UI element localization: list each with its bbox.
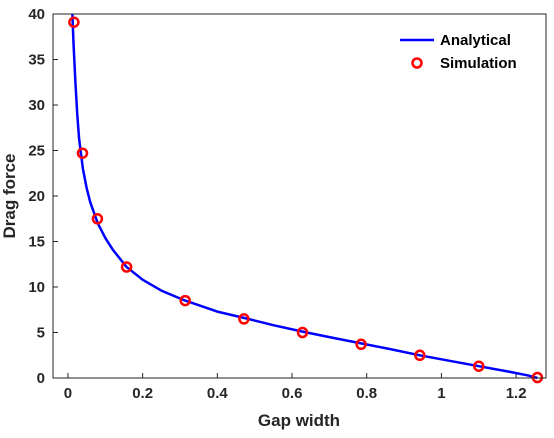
y-tick-label: 10 xyxy=(28,279,45,296)
legend-simulation-marker xyxy=(411,57,423,69)
y-axis-title: Drag force xyxy=(0,153,19,238)
legend-simulation-label: Simulation xyxy=(440,55,517,72)
x-tick-label: 1.2 xyxy=(506,385,527,402)
plot-frame xyxy=(52,13,547,379)
x-tick-label: 0.6 xyxy=(282,385,303,402)
series-layer xyxy=(68,13,544,384)
x-tick-label: 0.4 xyxy=(207,385,229,402)
simulation-point xyxy=(473,360,485,372)
x-tick-label: 0.8 xyxy=(356,385,377,402)
simulation-point xyxy=(179,294,191,307)
simulation-point xyxy=(296,326,309,339)
legend-analytical-label: Analytical xyxy=(440,32,511,49)
legend: Analytical Simulation xyxy=(392,24,538,76)
y-tick-label: 25 xyxy=(28,143,45,160)
simulation-point xyxy=(91,213,104,225)
x-tick-label: 0 xyxy=(64,385,72,402)
x-tick-label: 0.2 xyxy=(132,385,153,402)
y-tick-label: 30 xyxy=(28,97,45,114)
y-tick-label: 20 xyxy=(28,188,45,205)
y-tick-label: 15 xyxy=(28,234,45,251)
analytical-curve xyxy=(71,13,538,380)
simulation-point xyxy=(414,349,426,362)
simulation-point xyxy=(120,261,133,273)
simulation-point xyxy=(238,313,250,325)
y-tick-label: 0 xyxy=(37,370,45,387)
y-tick-label: 35 xyxy=(28,52,45,69)
x-tick-label: 1 xyxy=(437,385,445,402)
simulation-point xyxy=(68,16,80,28)
x-axis-title: Gap width xyxy=(258,411,340,430)
y-tick-label: 40 xyxy=(28,6,45,23)
y-tick-label: 5 xyxy=(37,325,45,342)
simulation-point xyxy=(355,338,367,351)
simulation-point xyxy=(76,147,89,159)
